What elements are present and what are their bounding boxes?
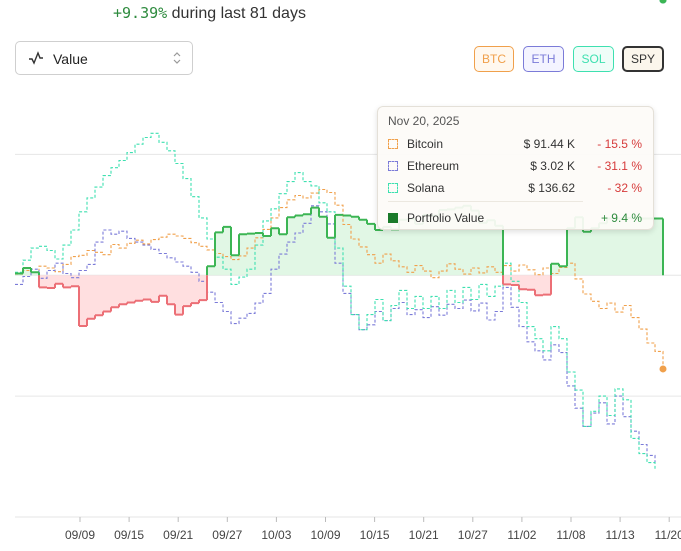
tooltip-row-change: - 31.1 %	[597, 159, 642, 173]
tooltip-row-change: - 32 %	[607, 181, 642, 195]
tooltip-row-ethereum: Ethereum $ 3.02 K - 31.1 %	[378, 158, 653, 176]
metric-selector-value: Value	[53, 51, 88, 67]
tooltip-row-change: - 15.5 %	[597, 137, 642, 151]
tooltip-row-value: $ 91.44 K	[523, 137, 575, 151]
x-tick-label: 09/21	[163, 528, 193, 542]
tooltip-divider	[388, 201, 583, 202]
ethereum-swatch-icon	[388, 161, 398, 171]
series-line-solana	[15, 132, 656, 469]
x-tick-label: 09/09	[65, 528, 95, 542]
toggle-sol-button[interactable]: SOL	[573, 46, 614, 72]
x-tick-label: 10/03	[261, 528, 291, 542]
toggle-spy-label: SPY	[630, 52, 655, 66]
tooltip-date: Nov 20, 2025	[388, 114, 460, 128]
portfolio-swatch-icon	[388, 213, 398, 223]
end-marker-portfolio-value	[659, 0, 667, 4]
series-line-ethereum	[15, 205, 656, 464]
tooltip-row-name: Solana	[407, 181, 445, 195]
tooltip-row-portfolio: Portfolio Value + 9.4 %	[378, 210, 653, 228]
tooltip-row-solana: Solana $ 136.62 - 32 %	[378, 180, 653, 198]
toggle-btc-button[interactable]: BTC	[474, 46, 514, 72]
tooltip-row-change: + 9.4 %	[600, 211, 642, 225]
change-percentage: +9.39%	[113, 4, 168, 22]
tooltip-row-name: Ethereum	[407, 159, 460, 173]
solana-swatch-icon	[388, 183, 398, 193]
series-line-bitcoin	[15, 188, 664, 369]
portfolio-loss-area	[39, 275, 551, 326]
toggle-eth-button[interactable]: ETH	[523, 46, 564, 72]
x-tick-label: 11/02	[507, 528, 536, 542]
toggle-sol-label: SOL	[581, 52, 606, 66]
x-tick-label: 10/15	[360, 528, 390, 542]
x-tick-label: 10/09	[310, 528, 340, 542]
toggle-eth-label: ETH	[531, 52, 556, 66]
x-tick-label: 09/15	[114, 528, 144, 542]
x-tick-label: 11/08	[556, 528, 585, 542]
x-tick-label: 10/27	[458, 528, 488, 542]
performance-headline: +9.39% during last 81 days	[113, 4, 306, 23]
metric-selector[interactable]: Value	[15, 41, 193, 75]
end-marker-bitcoin	[659, 365, 667, 373]
tooltip-row-name: Bitcoin	[407, 137, 444, 151]
x-tick-label: 10/21	[409, 528, 439, 542]
x-tick-label: 11/20	[655, 528, 681, 542]
bitcoin-swatch-icon	[388, 139, 398, 149]
tooltip-row-name: Portfolio Value	[407, 211, 485, 225]
portfolio-gain-area	[15, 205, 663, 276]
tooltip-row-value: $ 3.02 K	[530, 159, 575, 173]
tooltip-row-value: $ 136.62	[528, 181, 575, 195]
toggle-btc-label: BTC	[482, 52, 506, 66]
tooltip-row-bitcoin: Bitcoin $ 91.44 K - 15.5 %	[378, 136, 653, 154]
hover-tooltip: Nov 20, 2025 Bitcoin $ 91.44 K - 15.5 % …	[377, 106, 654, 230]
sparkline-icon	[28, 51, 44, 70]
chevron-updown-icon	[172, 51, 182, 70]
x-tick-label: 11/13	[606, 528, 635, 542]
toggle-spy-button[interactable]: SPY	[622, 46, 664, 72]
x-tick-label: 09/27	[212, 528, 242, 542]
period-label: during last 81 days	[171, 5, 306, 22]
